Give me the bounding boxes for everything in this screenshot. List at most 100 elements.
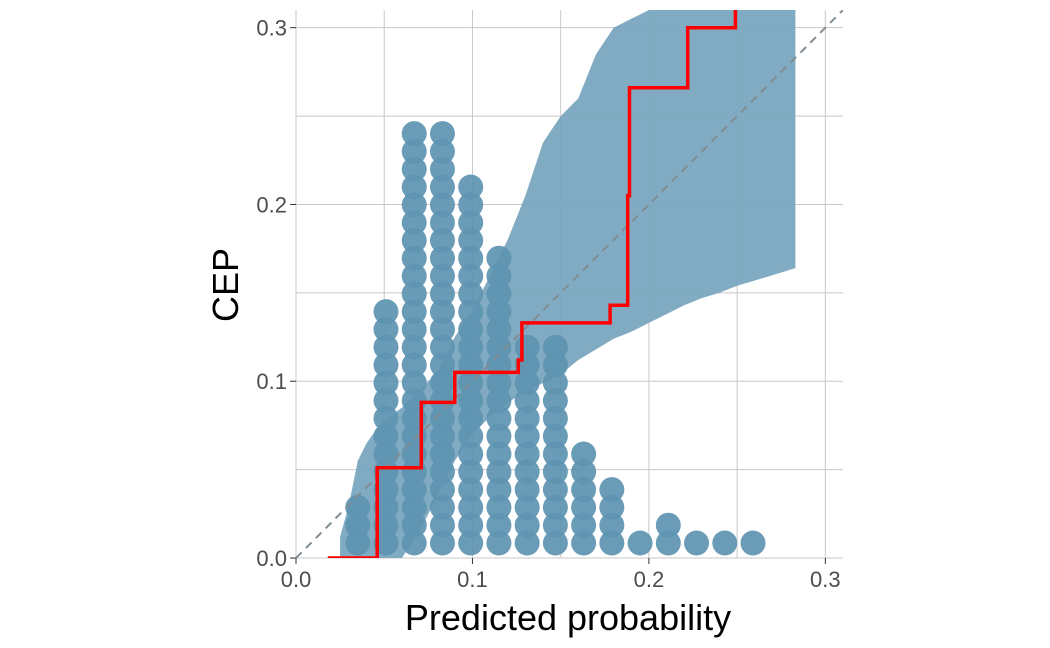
dot: [373, 512, 399, 538]
dot: [429, 423, 455, 449]
dot: [401, 281, 427, 307]
dot: [571, 530, 597, 556]
dot: [486, 388, 512, 414]
dot: [486, 370, 512, 396]
dot: [458, 281, 484, 307]
dot: [514, 334, 540, 360]
dot: [458, 459, 484, 485]
dot: [458, 477, 484, 503]
dot: [345, 530, 371, 556]
dot: [514, 530, 540, 556]
dot: [458, 494, 484, 520]
dot: [514, 494, 540, 520]
dot: [373, 316, 399, 342]
dot: [401, 121, 427, 147]
dot: [429, 263, 455, 289]
dot: [458, 512, 484, 538]
dot: [429, 192, 455, 218]
dot: [401, 210, 427, 236]
dot: [401, 263, 427, 289]
dot: [486, 263, 512, 289]
x-tick-label: 0.0: [281, 567, 312, 592]
x-tick-label: 0.1: [457, 567, 488, 592]
dot: [401, 477, 427, 503]
dot: [401, 316, 427, 342]
dot: [542, 352, 568, 378]
dot: [401, 494, 427, 520]
dot: [429, 174, 455, 200]
dot: [514, 423, 540, 449]
dot: [486, 405, 512, 431]
dot: [373, 388, 399, 414]
dot: [429, 441, 455, 467]
dot: [599, 530, 625, 556]
dot: [542, 441, 568, 467]
x-tick-label: 0.3: [810, 567, 841, 592]
dot: [429, 388, 455, 414]
dot: [571, 494, 597, 520]
dot: [429, 138, 455, 164]
dot: [458, 388, 484, 414]
dot: [571, 459, 597, 485]
x-axis-title: Predicted probability: [405, 597, 731, 638]
dot: [458, 423, 484, 449]
dot: [486, 512, 512, 538]
dot: [486, 477, 512, 503]
dot: [542, 459, 568, 485]
dot: [542, 494, 568, 520]
dot: [486, 299, 512, 325]
dot: [401, 174, 427, 200]
dot: [486, 530, 512, 556]
dot: [486, 441, 512, 467]
dot: [599, 494, 625, 520]
dot: [401, 299, 427, 325]
dot: [429, 334, 455, 360]
dot: [429, 281, 455, 307]
dot: [627, 530, 653, 556]
dot: [599, 512, 625, 538]
dot: [373, 530, 399, 556]
dot: [373, 299, 399, 325]
dot: [373, 494, 399, 520]
dot: [458, 263, 484, 289]
dot: [655, 512, 681, 538]
dot: [486, 459, 512, 485]
dot: [401, 530, 427, 556]
dot: [458, 405, 484, 431]
dotplot-layer: [345, 121, 766, 556]
dot: [429, 121, 455, 147]
dot: [458, 299, 484, 325]
dot: [373, 423, 399, 449]
dot: [429, 512, 455, 538]
y-tick-label: 0.0: [256, 546, 287, 571]
axis-ticks: 0.0 0.1 0.2 0.3 0.0 0.1 0.2 0.3: [256, 16, 840, 592]
dot: [401, 334, 427, 360]
dot: [401, 227, 427, 253]
dot: [486, 316, 512, 342]
dot: [429, 370, 455, 396]
dot: [486, 245, 512, 271]
dot: [401, 138, 427, 164]
dot: [486, 334, 512, 360]
dot: [373, 441, 399, 467]
dot: [401, 245, 427, 271]
dot: [429, 156, 455, 182]
dot: [542, 334, 568, 360]
dot: [429, 227, 455, 253]
dot: [486, 494, 512, 520]
dot: [458, 227, 484, 253]
dot: [429, 494, 455, 520]
dot: [458, 316, 484, 342]
dot: [514, 388, 540, 414]
dot: [373, 370, 399, 396]
dot: [429, 405, 455, 431]
dot: [345, 512, 371, 538]
dot: [514, 405, 540, 431]
dot: [571, 477, 597, 503]
dot: [571, 441, 597, 467]
dot: [514, 477, 540, 503]
dot: [486, 281, 512, 307]
dot: [458, 530, 484, 556]
dot: [401, 352, 427, 378]
